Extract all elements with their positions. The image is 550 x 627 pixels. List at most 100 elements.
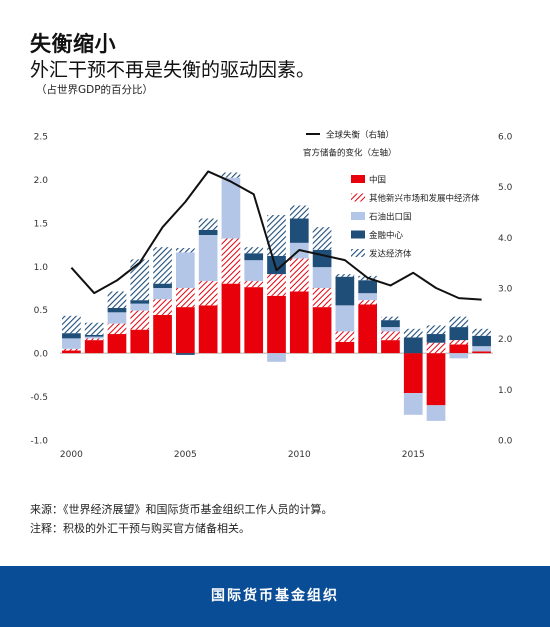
right-tick-label: 4.0 xyxy=(498,234,513,244)
bar-financial-2001 xyxy=(84,334,104,337)
right-tick-label: 1.0 xyxy=(498,386,513,396)
bar-emerging-2014 xyxy=(381,331,400,341)
legend-line-label: 全球失衡（右轴） xyxy=(326,130,394,141)
bar-china-2007 xyxy=(221,283,241,354)
x-tick-label: 2005 xyxy=(174,450,197,460)
bar-financial-2010 xyxy=(289,218,309,243)
bar-emerging-2002 xyxy=(107,323,127,335)
left-tick-label: -0.5 xyxy=(30,393,48,403)
right-tick-label: 5.0 xyxy=(498,183,513,193)
bar-financial-2002 xyxy=(107,307,127,313)
right-axis-ticks: 6.0 5.0 4.0 3.0 2.0 1.0 0.0 xyxy=(498,133,513,447)
source-note: 来源：《世界经济展望》和国际货币基金组织工作人员的计算。 xyxy=(30,503,333,516)
legend-label-advanced: 发达经济体 xyxy=(369,249,412,260)
left-tick-label: 2.5 xyxy=(34,133,48,143)
bar-financial-2014 xyxy=(381,320,400,328)
legend-swatch-china xyxy=(351,175,365,183)
organization-name: 国际货币基金组织 xyxy=(211,588,339,604)
bar-oil-2005 xyxy=(176,252,195,288)
legend-label-financial: 金融中心 xyxy=(369,230,404,241)
legend-label-oil: 石油出口国 xyxy=(369,212,412,223)
bar-china-2013 xyxy=(358,304,377,354)
bar-emerging-2006 xyxy=(198,281,218,306)
bar-emerging-2005 xyxy=(176,288,195,308)
bar-oil-2007 xyxy=(221,177,241,239)
bar-advanced-2012 xyxy=(335,274,355,277)
bar-china-2012 xyxy=(335,341,355,354)
bar-china-2008 xyxy=(244,287,264,354)
bar-china-2003 xyxy=(130,329,150,354)
bar-financial-2011 xyxy=(312,249,332,268)
left-tick-label: -1.0 xyxy=(30,437,48,447)
bar-oil-2004 xyxy=(153,288,172,300)
left-axis-ticks: 2.5 2.0 1.5 1.0 0.5 0.0 -0.5 -1.0 xyxy=(30,133,48,447)
left-tick-label: 2.0 xyxy=(34,176,49,186)
footer-bar: 国际货币基金组织 xyxy=(0,566,550,627)
bar-china-2015 xyxy=(403,353,423,394)
right-tick-label: 0.0 xyxy=(498,437,513,447)
global-imbalance-line-layer xyxy=(70,170,482,301)
bar-oil-2006 xyxy=(198,235,218,282)
bar-financial-2012 xyxy=(335,276,355,306)
bar-financial-2004 xyxy=(153,283,172,288)
x-tick-label: 2010 xyxy=(288,450,311,460)
bar-financial-2005 xyxy=(176,353,195,355)
legend-swatch-oil xyxy=(351,212,365,220)
bar-china-2014 xyxy=(381,340,400,354)
bar-oil-2018 xyxy=(472,346,491,352)
left-tick-label: 0.5 xyxy=(34,306,48,316)
bar-emerging-2011 xyxy=(312,288,332,308)
bar-advanced-2011 xyxy=(312,227,332,250)
bar-china-2011 xyxy=(312,307,332,354)
bar-emerging-2016 xyxy=(426,342,446,354)
bar-advanced-2008 xyxy=(244,247,264,254)
notes: 来源：《世界经济展望》和国际货币基金组织工作人员的计算。 注释：积极的外汇干预与… xyxy=(30,500,333,538)
footnote: 注释：积极的外汇干预与购买官方储备相关。 xyxy=(30,522,250,535)
legend-swatch-financial xyxy=(351,230,365,239)
bar-oil-2002 xyxy=(107,312,127,324)
bar-advanced-2018 xyxy=(472,328,491,336)
bar-emerging-2001 xyxy=(84,338,104,341)
bar-financial-2008 xyxy=(244,253,264,261)
bar-oil-2011 xyxy=(312,267,332,288)
bar-financial-2000 xyxy=(62,333,81,339)
left-tick-label: 1.0 xyxy=(34,263,49,273)
bar-financial-2017 xyxy=(449,327,469,341)
bar-emerging-2013 xyxy=(358,300,377,305)
bar-advanced-2003 xyxy=(130,259,150,301)
bar-oil-2015 xyxy=(403,393,423,415)
bar-china-2000 xyxy=(62,350,81,354)
right-tick-label: 3.0 xyxy=(498,285,513,295)
stacked-bar-line-chart: 2.5 2.0 1.5 1.0 0.5 0.0 -0.5 -1.0 6.0 5.0 4.0 3.0 2… xyxy=(30,130,513,461)
bar-advanced-2010 xyxy=(289,205,309,219)
bar-advanced-2000 xyxy=(62,315,81,334)
legend-swatch-advanced xyxy=(351,249,365,257)
bar-china-2002 xyxy=(107,334,127,354)
bar-emerging-2017 xyxy=(449,340,469,345)
bar-emerging-2007 xyxy=(221,238,241,284)
bar-financial-2013 xyxy=(358,280,377,294)
legend-group-title: 官方储备的变化（左轴） xyxy=(303,148,397,159)
chart-title: 失衡缩小 xyxy=(30,32,116,56)
bar-emerging-2000 xyxy=(62,348,81,351)
bar-oil-2000 xyxy=(62,338,81,349)
bar-advanced-2014 xyxy=(381,316,400,321)
bars-layer xyxy=(62,172,491,421)
bar-oil-2008 xyxy=(244,260,264,282)
bar-emerging-2008 xyxy=(244,281,264,288)
bar-financial-2015 xyxy=(403,337,423,354)
left-tick-label: 1.5 xyxy=(34,219,48,229)
bar-emerging-2012 xyxy=(335,331,355,342)
bar-emerging-2004 xyxy=(153,299,172,315)
right-tick-label: 2.0 xyxy=(498,335,513,345)
bar-advanced-2006 xyxy=(198,218,218,230)
bar-china-2006 xyxy=(198,305,218,354)
left-tick-label: 0.0 xyxy=(34,350,49,360)
bar-financial-2003 xyxy=(130,300,150,304)
bar-oil-2017 xyxy=(449,353,469,359)
bar-advanced-2007 xyxy=(221,172,241,178)
bar-advanced-2015 xyxy=(403,328,423,338)
bar-china-2005 xyxy=(176,307,195,354)
bar-financial-2006 xyxy=(198,229,218,236)
bar-china-2001 xyxy=(84,340,104,354)
